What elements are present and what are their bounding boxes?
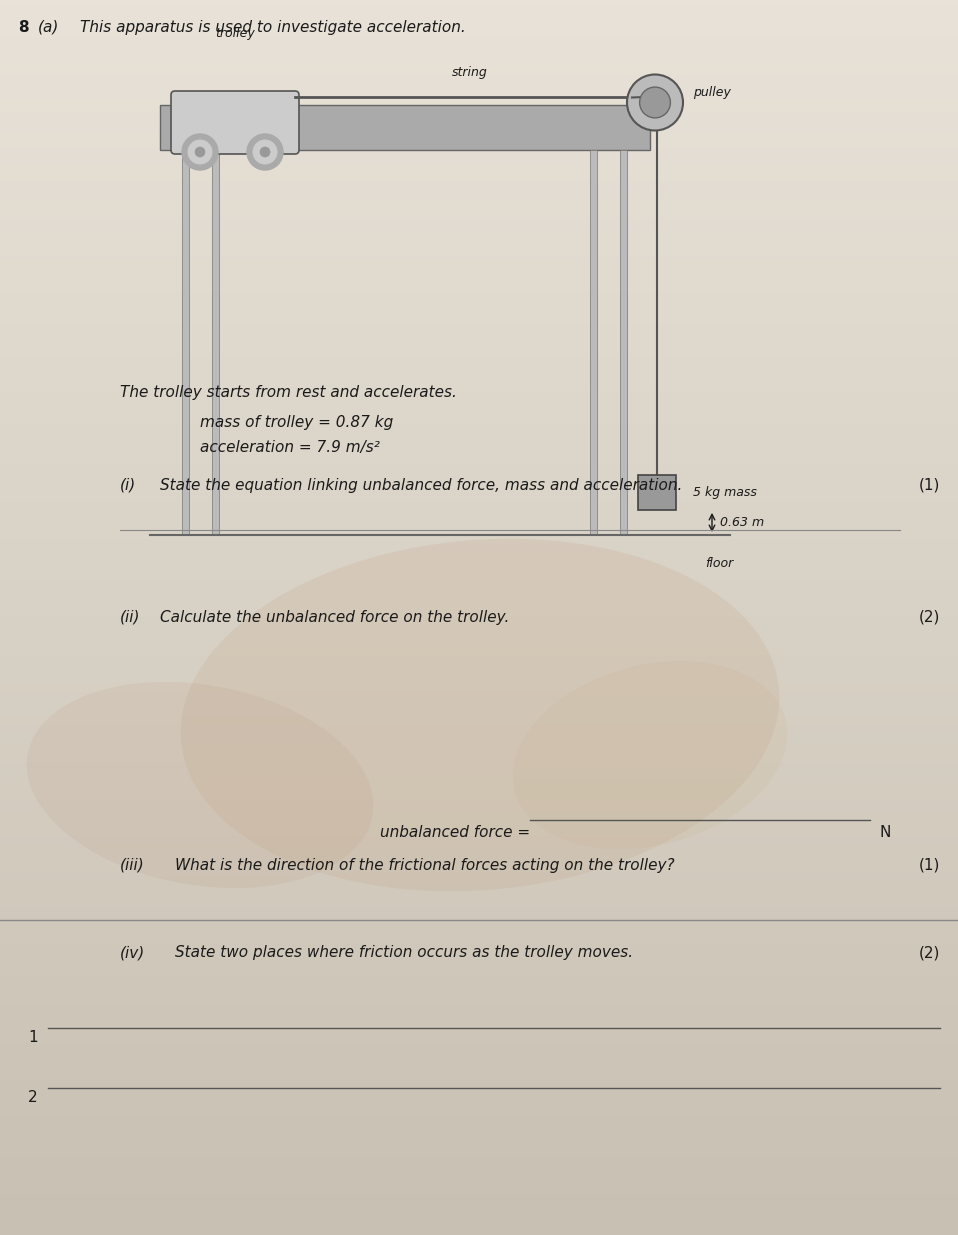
Ellipse shape bbox=[181, 538, 779, 892]
Text: This apparatus is used to investigate acceleration.: This apparatus is used to investigate ac… bbox=[80, 20, 466, 35]
Text: State two places where friction occurs as the trolley moves.: State two places where friction occurs a… bbox=[175, 945, 633, 960]
Text: unbalanced force =: unbalanced force = bbox=[380, 825, 535, 840]
Text: (iii): (iii) bbox=[120, 858, 145, 873]
Text: (a): (a) bbox=[38, 20, 59, 35]
Text: 8: 8 bbox=[18, 20, 29, 35]
Text: (2): (2) bbox=[919, 945, 940, 960]
Circle shape bbox=[195, 147, 205, 157]
Circle shape bbox=[640, 88, 671, 117]
Text: (1): (1) bbox=[919, 858, 940, 873]
Text: (iv): (iv) bbox=[120, 945, 146, 960]
Bar bbox=[590, 149, 597, 535]
Text: 2: 2 bbox=[28, 1091, 37, 1105]
Bar bbox=[160, 105, 650, 149]
Circle shape bbox=[182, 135, 218, 170]
Text: pulley: pulley bbox=[693, 86, 731, 99]
Circle shape bbox=[253, 140, 277, 164]
Circle shape bbox=[627, 74, 683, 131]
Circle shape bbox=[260, 147, 270, 157]
Circle shape bbox=[247, 135, 283, 170]
Text: mass of trolley = 0.87 kg: mass of trolley = 0.87 kg bbox=[200, 415, 393, 430]
FancyBboxPatch shape bbox=[171, 91, 299, 154]
Text: What is the direction of the frictional forces acting on the trolley?: What is the direction of the frictional … bbox=[175, 858, 674, 873]
Bar bbox=[620, 149, 627, 535]
Text: string: string bbox=[452, 65, 488, 79]
Bar bbox=[182, 149, 189, 535]
Circle shape bbox=[188, 140, 212, 164]
Text: acceleration = 7.9 m/s²: acceleration = 7.9 m/s² bbox=[200, 440, 380, 454]
Text: (i): (i) bbox=[120, 478, 136, 493]
Text: floor: floor bbox=[705, 557, 733, 571]
Ellipse shape bbox=[513, 661, 787, 850]
Text: N: N bbox=[880, 825, 891, 840]
Text: The trolley starts from rest and accelerates.: The trolley starts from rest and acceler… bbox=[120, 385, 457, 400]
Bar bbox=[638, 475, 676, 510]
Ellipse shape bbox=[27, 682, 374, 888]
Text: 1: 1 bbox=[28, 1030, 37, 1045]
Bar bbox=[212, 149, 219, 535]
Text: 0.63 m: 0.63 m bbox=[720, 516, 764, 529]
Text: (2): (2) bbox=[919, 610, 940, 625]
Text: trolley: trolley bbox=[216, 27, 255, 40]
Text: (1): (1) bbox=[919, 478, 940, 493]
Text: 5 kg mass: 5 kg mass bbox=[693, 487, 757, 499]
Text: Calculate the unbalanced force on the trolley.: Calculate the unbalanced force on the tr… bbox=[160, 610, 510, 625]
Text: State the equation linking unbalanced force, mass and acceleration.: State the equation linking unbalanced fo… bbox=[160, 478, 682, 493]
Text: (ii): (ii) bbox=[120, 610, 141, 625]
